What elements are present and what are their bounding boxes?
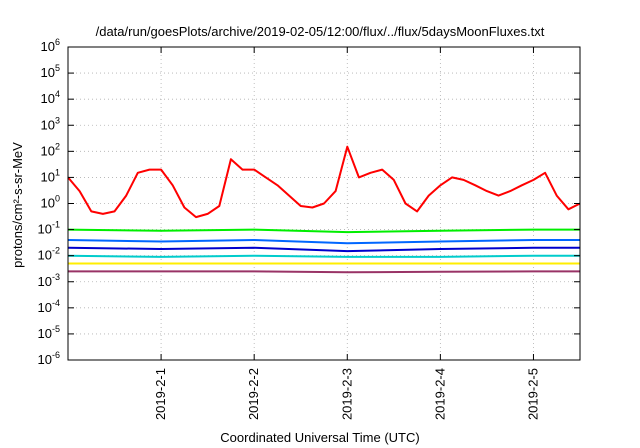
y-tick-label: 100 (41, 194, 60, 211)
x-tick-label: 2019-2-1 (153, 368, 168, 420)
x-axis-label: Coordinated Universal Time (UTC) (220, 430, 420, 445)
x-tick-label: 2019-2-2 (246, 368, 261, 420)
y-tick-label: 10-5 (38, 324, 60, 341)
series-line-4 (67, 246, 580, 253)
y-tick-label: 101 (41, 167, 60, 184)
y-tick-label: 104 (41, 89, 60, 106)
x-axis-ticks: 2019-2-1 2019-2-2 2019-2-3 2019-2-4 2019-2-5 (153, 47, 540, 420)
series-line-2 (67, 228, 580, 234)
y-axis-label: protons/cm²-s-sr-MeV (10, 142, 25, 268)
series-layer (67, 145, 581, 274)
series-line-5 (67, 254, 580, 258)
y-tick-label: 103 (41, 115, 60, 132)
x-tick-label: 2019-2-3 (339, 368, 354, 420)
y-axis-ticks: 10-6 10-5 10-4 10-3 10-2 10-1 100 101 102 103 104 1… (38, 37, 580, 367)
x-tick-label: 2019-2-5 (525, 368, 540, 420)
y-tick-label: 105 (41, 63, 60, 80)
y-tick-label: 10-4 (38, 298, 60, 315)
y-tick-label: 10-3 (38, 272, 60, 289)
series-line-7 (68, 270, 580, 274)
y-tick-label: 10-6 (38, 350, 60, 367)
y-tick-label: 106 (41, 37, 60, 54)
y-tick-label: 10-1 (38, 220, 60, 237)
y-tick-label: 102 (41, 141, 60, 158)
x-tick-label: 2019-2-4 (432, 368, 447, 420)
series-line-3 (67, 239, 580, 245)
series-line-1 (67, 145, 581, 219)
chart-title: /data/run/goesPlots/archive/2019-02-05/1… (95, 24, 545, 39)
y-tick-label: 10-2 (38, 246, 60, 263)
grid-lines (68, 47, 580, 360)
